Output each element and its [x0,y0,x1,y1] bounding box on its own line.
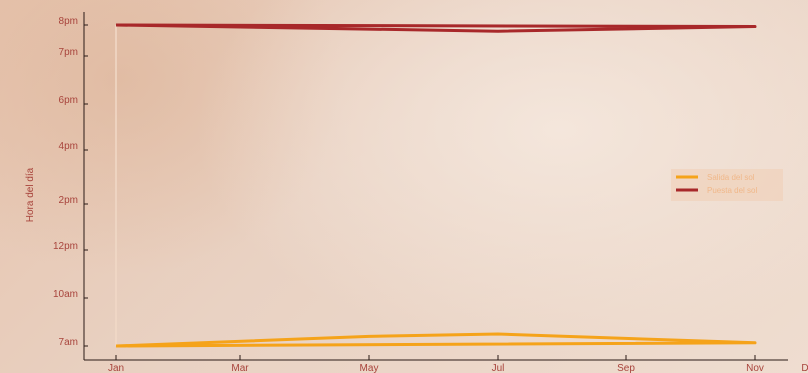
y-tick-label: 6pm [59,95,78,106]
y-tick-label: 12pm [53,241,78,252]
y-tick-label: 7pm [59,47,78,58]
x-tick-label: Jan [108,363,124,373]
y-axis-title: Hora del día [25,167,36,222]
x-tick-label: Jul [492,363,505,373]
series-line-0 [115,332,757,348]
y-tick-label: 2pm [59,195,78,206]
x-tick-label: May [360,363,379,373]
x-tick-label: D [801,363,808,373]
chart-axes [83,12,788,361]
series-line-1 [115,23,757,33]
legend-box [671,169,783,201]
legend-label: Puesta del sol [707,186,757,195]
y-tick-label: 4pm [59,141,78,152]
y-axis-ticks: 7am 10am 12pm 2pm 4pm 6pm 7pm 8pm [53,16,88,348]
y-tick-label: 7am [59,337,78,348]
legend-label: Salida del sol [707,173,755,182]
y-tick-label: 10am [53,289,78,300]
x-axis-ticks: Jan Mar May Jul Sep Nov D [108,355,808,373]
y-tick-label: 8pm [59,16,78,27]
x-tick-label: Mar [231,363,249,373]
chart-legend: Salida del sol Puesta del sol [671,169,783,201]
x-tick-label: Nov [746,363,764,373]
series-lines [115,23,757,348]
x-tick-label: Sep [617,363,635,373]
